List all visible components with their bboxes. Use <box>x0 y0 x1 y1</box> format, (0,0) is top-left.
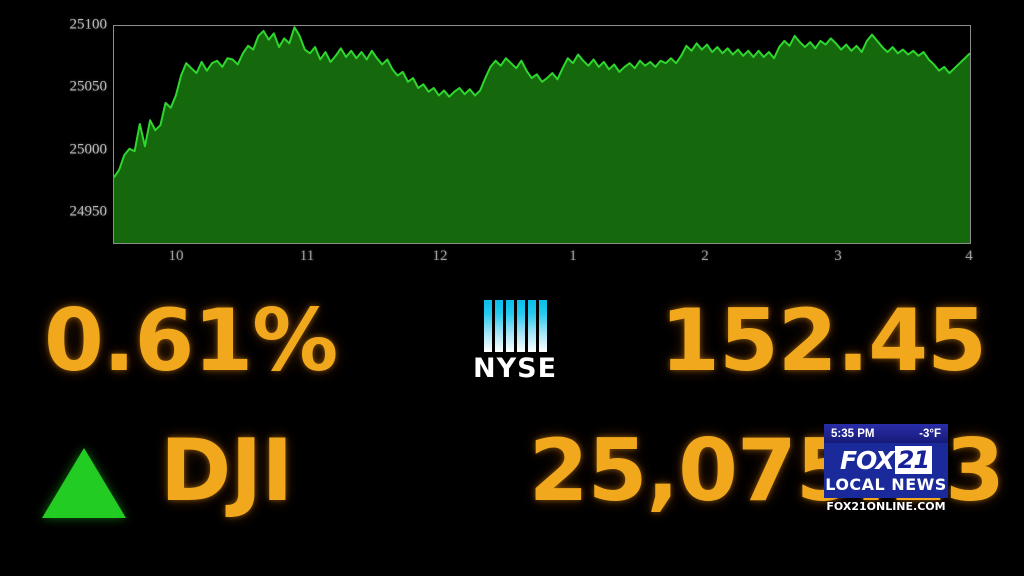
x-axis-tick: 10 <box>168 248 184 264</box>
chart-plot-area <box>113 25 971 244</box>
percent-change-value: 0.61% <box>44 291 338 391</box>
y-axis-tick: 25100 <box>69 16 108 33</box>
nyse-bars-icon <box>470 300 560 352</box>
x-axis-tick: 1 <box>569 248 577 264</box>
nyse-wordmark: NYSE <box>472 353 558 384</box>
x-axis-tick: 3 <box>834 248 842 264</box>
x-axis-tick: 2 <box>701 248 709 264</box>
x-axis-tick: 4 <box>965 248 973 264</box>
fox21-wordmark: FOX 21 <box>824 445 948 475</box>
point-change-value: 152.45 <box>660 291 987 391</box>
y-axis-tick: 24950 <box>69 203 108 220</box>
ticker-row-index: DJI 25,075.13 <box>0 410 1024 530</box>
bug-info-bar: 5:35 PM -3°F <box>824 424 948 443</box>
market-ticker: 0.61% 152.45 DJI 25,075.13 <box>0 282 1024 576</box>
ticker-row-change: 0.61% 152.45 <box>0 282 1024 402</box>
current-time: 5:35 PM <box>831 427 875 440</box>
x-axis-tick: 11 <box>299 248 315 264</box>
index-symbol-label: DJI <box>160 421 293 521</box>
chart-y-axis: 25100 25050 25000 24950 <box>0 0 112 250</box>
up-triangle-icon <box>42 448 126 518</box>
bug-brand-block: FOX 21 LOCAL NEWS <box>824 443 948 498</box>
channel-badge: 21 <box>894 446 933 474</box>
fox-text: FOX <box>839 445 895 475</box>
station-tagline: LOCAL NEWS <box>825 475 947 494</box>
current-temperature: -3°F <box>919 427 941 440</box>
station-logo-bug: 5:35 PM -3°F FOX 21 LOCAL NEWS FOX21ONLI… <box>824 424 948 522</box>
station-website: FOX21ONLINE.COM <box>826 500 946 513</box>
y-axis-tick: 25050 <box>69 78 108 95</box>
nyse-logo: NYSE <box>470 300 560 384</box>
chart-x-axis: 10 11 12 1 2 3 4 <box>113 248 973 278</box>
y-axis-tick: 25000 <box>69 141 108 158</box>
stock-chart-panel: 25100 25050 25000 24950 10 11 12 1 2 3 4 <box>0 0 1024 282</box>
x-axis-tick: 12 <box>432 248 448 264</box>
chart-series-area <box>114 26 970 243</box>
